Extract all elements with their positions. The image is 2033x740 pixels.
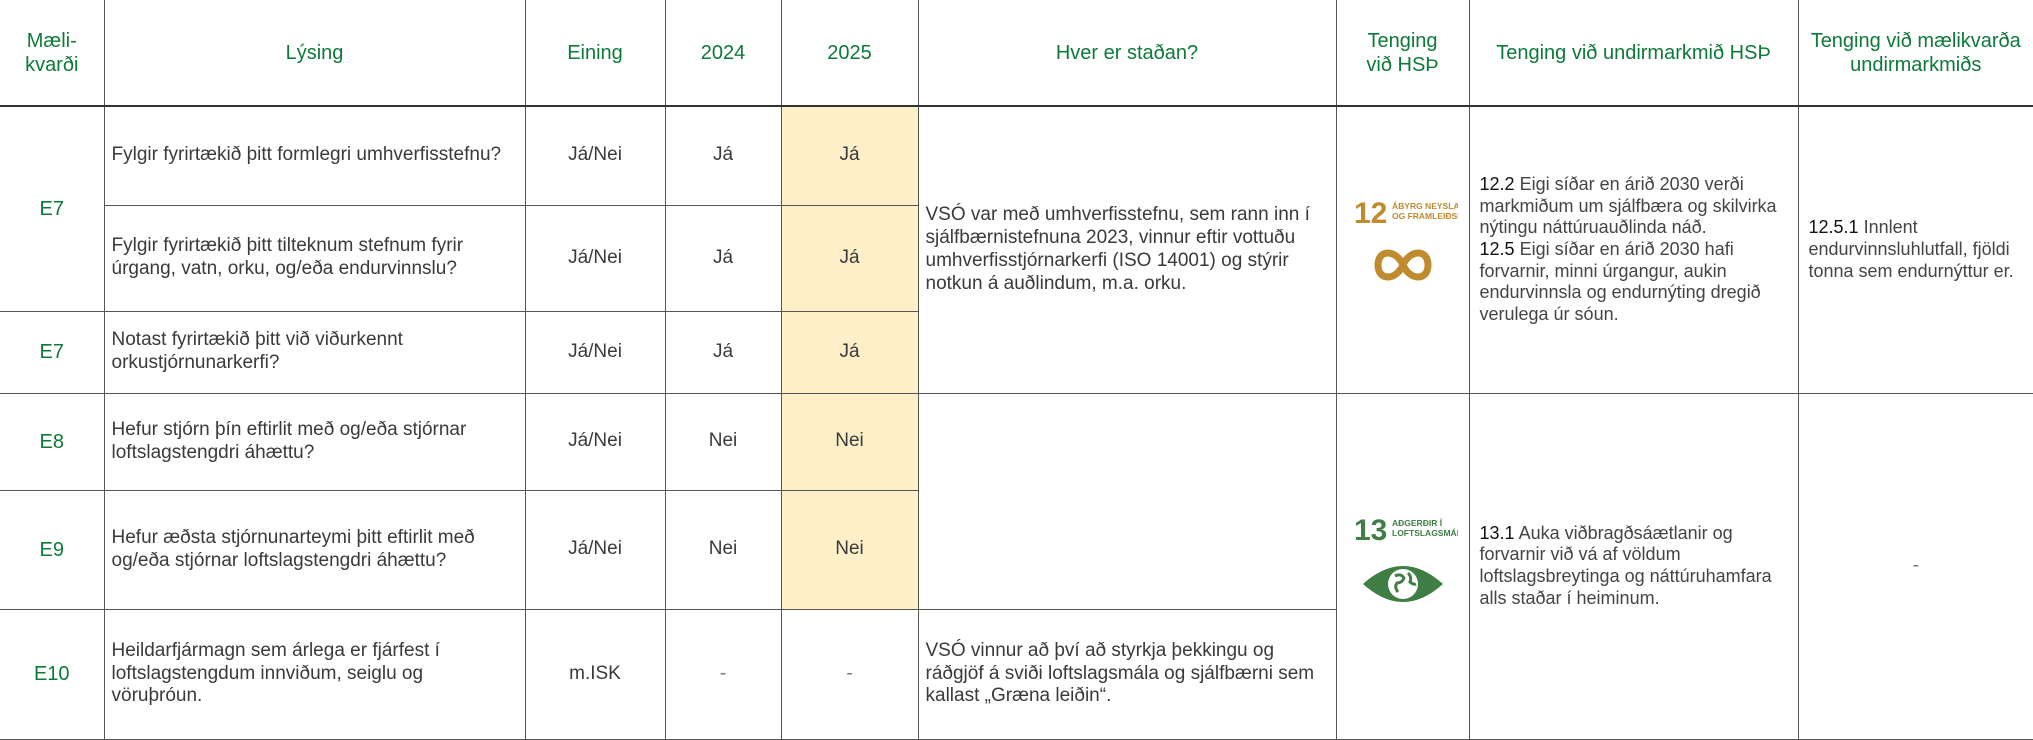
unit: Já/Nei (524, 105, 666, 206)
value-2024: Já (664, 105, 782, 206)
sdg-name: OG FRAMLEIÐSLA (1392, 211, 1458, 221)
sdg-icon: 13 AÐGERÐIR Í LOFTSLAGSMÁLUM (1335, 392, 1475, 740)
row: E10 Heildarfjármagn sem árlega er fjárfe… (0, 608, 2033, 740)
value-2024: Nei (664, 392, 782, 491)
globe-land (1393, 571, 1417, 593)
indicator: - (1797, 392, 2033, 740)
description: Heildarfjármagn sem árlega er fjárfest í… (103, 608, 526, 740)
sdg-name: ÁBYRG NEYSLA (1392, 201, 1458, 211)
status-empty (917, 392, 1337, 610)
measure: E9 (0, 489, 105, 610)
target-code: 12.2 (1479, 174, 1515, 195)
header: Eining (524, 0, 666, 107)
header: Hver er staðan? (917, 0, 1337, 107)
header: Mæli- kvarði (0, 0, 105, 107)
sdg-name: LOFTSLAGSMÁLUM (1392, 528, 1458, 538)
value-2025: - (780, 608, 919, 740)
measure: E10 (0, 608, 105, 740)
description: Notast fyrirtækið þitt við viðurkennt or… (103, 310, 526, 394)
header: 2025 (780, 0, 919, 107)
target-text: Eigi síðar en árið 2030 hafi forvarnir, … (1479, 238, 1761, 324)
unit: Já/Nei (524, 310, 666, 394)
measure: E8 (0, 392, 105, 491)
sdg-name: AÐGERÐIR Í (1392, 518, 1443, 528)
value-2024: Já (664, 204, 782, 312)
target: 12.2 Eigi síðar en árið 2030 verði markm… (1480, 174, 1791, 239)
target-code: 13.1 (1479, 522, 1515, 543)
value-2025: Já (780, 310, 918, 394)
value-2024: Nei (664, 489, 782, 610)
sdg-icon: 12 ÁBYRG NEYSLA OG FRAMLEIÐSLA (1335, 105, 1470, 394)
row: E8 Hefur stjórn þín eftirlit með og/eða … (0, 392, 2033, 740)
value-2025: Nei (780, 392, 919, 491)
header: Lýsing (103, 0, 526, 107)
unit: m.ISK (524, 608, 666, 740)
description: Fylgir fyrirtækið þitt formlegri umhverf… (103, 105, 526, 206)
target-text: Eigi síðar en árið 2030 verði markmiðum … (1479, 174, 1777, 238)
target-code: 12.5 (1479, 238, 1515, 259)
unit: Já/Nei (524, 392, 666, 491)
header-row: Mæli- kvarði Lýsing Eining 2024 2025 Hve… (0, 0, 2033, 107)
target-text: Auka viðbragðsáætlanir og forvarnir við … (1479, 522, 1772, 608)
value-2025: Já (780, 204, 918, 312)
indicator-text: - (1912, 554, 1919, 576)
indicator: 12.5.1 Innlent endurvinnsluhlutfall, fjö… (1797, 105, 2033, 394)
measure: E7 (0, 310, 105, 394)
unit: Já/Nei (524, 204, 666, 312)
targets: 13.1 Auka viðbragðsáætlanir og forvarnir… (1468, 392, 1799, 740)
value-2024: Já (664, 310, 782, 394)
row: E7 Notast fyrirtækið þitt við viðurkennt… (0, 310, 2033, 394)
measure: E7 (0, 105, 105, 312)
sdg-number: 13 (1354, 514, 1387, 547)
description: Hefur æðsta stjórnunarteymi þitt eftirli… (103, 489, 526, 610)
indicator-code: 12.5.1 (1808, 217, 1859, 238)
value-2024: - (664, 608, 782, 740)
unit: Já/Nei (524, 489, 666, 610)
target: 13.1 Auka viðbragðsáætlanir og forvarnir… (1480, 523, 1791, 609)
sdg-12-icon: 12 ÁBYRG NEYSLA OG FRAMLEIÐSLA (1354, 197, 1468, 281)
description: Hefur stjórn þín eftirlit með og/eða stj… (103, 392, 526, 491)
header: Tenging við mælikvarða undirmarkmiðs (1797, 0, 2033, 107)
row: Fylgir fyrirtækið þitt tilteknum stefnum… (0, 204, 2033, 312)
header: Tenging við undirmarkmið HSÞ (1468, 0, 1799, 107)
value-2025: Já (780, 105, 919, 206)
row: E9 Hefur æðsta stjórnunarteymi þitt efti… (0, 489, 2033, 610)
infinity-symbol (1373, 249, 1432, 281)
targets: 12.2 Eigi síðar en árið 2030 verði markm… (1468, 105, 1799, 394)
description: Fylgir fyrirtækið þitt tilteknum stefnum… (104, 204, 526, 312)
status: VSÓ vinnur að því að styrkja þekkingu og… (917, 608, 1336, 740)
status: VSÓ var með umhverfisstefnu, sem rann in… (917, 105, 1337, 394)
target: 12.5 Eigi síðar en árið 2030 hafi forvar… (1480, 239, 1791, 325)
value-2025: Nei (780, 489, 918, 610)
header: 2024 (664, 0, 782, 107)
indicator-text: Innlent endurvinnsluhlutfall, fjöldi ton… (1808, 217, 2014, 281)
header: Tenging við HSÞ (1335, 0, 1470, 107)
sdg-number: 12 (1354, 197, 1387, 230)
row: E7 Fylgir fyrirtækið þitt formlegri umhv… (0, 105, 2033, 394)
sdg-13-icon: 13 AÐGERÐIR Í LOFTSLAGSMÁLUM (1354, 514, 1475, 602)
